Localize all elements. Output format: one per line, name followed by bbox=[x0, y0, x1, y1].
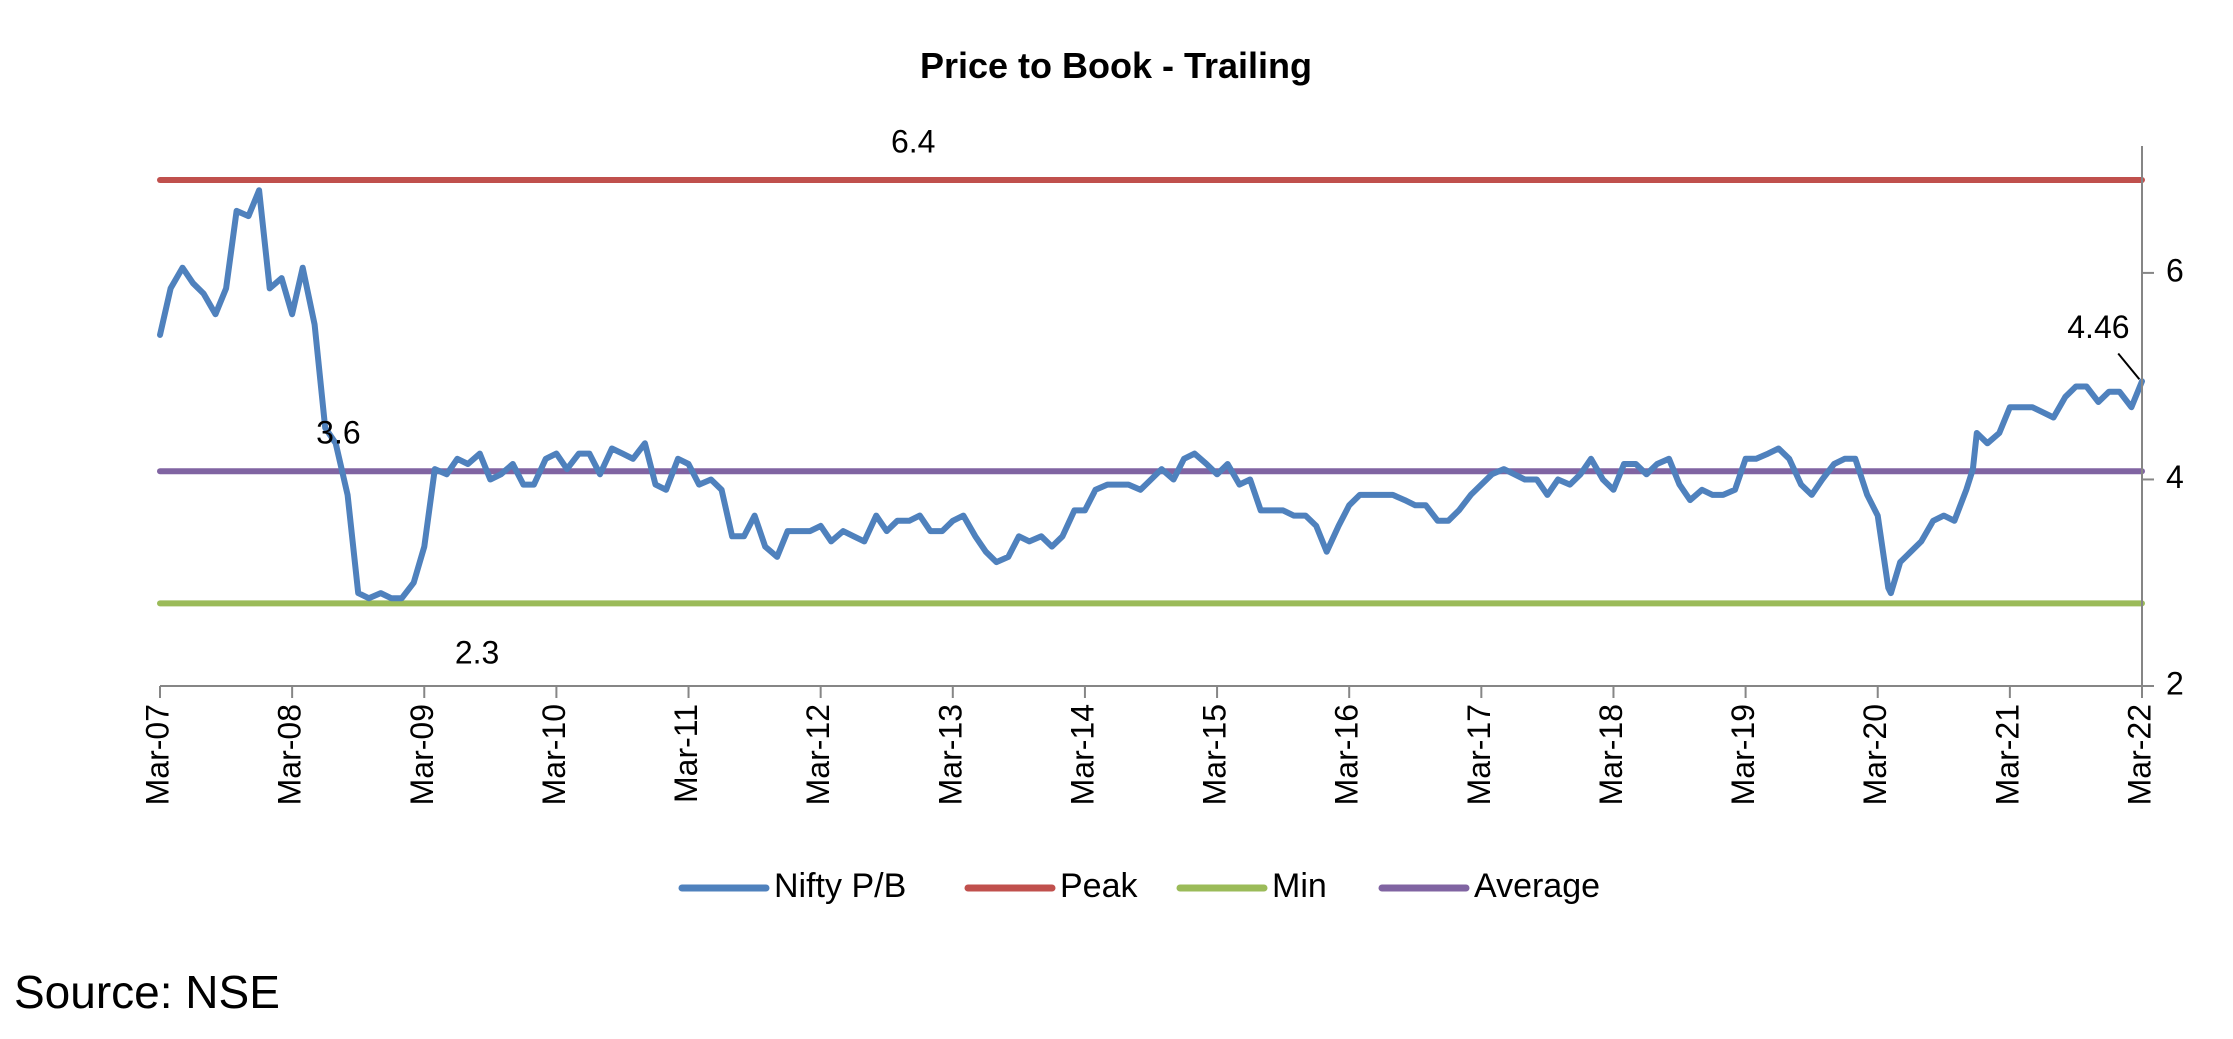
x-tick-label: Mar-22 bbox=[2121, 704, 2157, 805]
x-tick-label: Mar-08 bbox=[272, 704, 308, 805]
lines-layer bbox=[157, 177, 2145, 607]
y-tick-label: 4 bbox=[2166, 459, 2184, 495]
chart-title: Price to Book - Trailing bbox=[920, 45, 1312, 86]
legend: Nifty P/B Peak Min Average bbox=[678, 867, 1600, 905]
source-note: Source: NSE bbox=[14, 966, 280, 1018]
x-tick-label: Mar-16 bbox=[1329, 704, 1365, 805]
x-tick-label: Mar-17 bbox=[1461, 704, 1497, 805]
x-tick-label: Mar-15 bbox=[1197, 704, 1233, 805]
legend-label-min: Min bbox=[1272, 867, 1327, 905]
x-tick-label: Mar-11 bbox=[668, 704, 704, 803]
x-tick-label: Mar-09 bbox=[404, 704, 440, 805]
x-tick-label: Mar-20 bbox=[1857, 704, 1893, 805]
x-tick-label: Mar-19 bbox=[1725, 704, 1761, 805]
y-tick-label: 2 bbox=[2166, 665, 2184, 701]
x-tick-label: Mar-13 bbox=[932, 704, 968, 805]
series-line-nifty-p-b bbox=[157, 187, 2145, 602]
legend-label-average: Average bbox=[1474, 867, 1600, 905]
data-label: 4.46 bbox=[2067, 309, 2129, 345]
annotations-layer: 6.4 3.6 2.3 4.46 bbox=[316, 123, 2141, 670]
legend-label-nifty-p-b: Nifty P/B bbox=[774, 867, 906, 905]
last-value-leader-line bbox=[2117, 352, 2141, 380]
y-tick-label: 6 bbox=[2166, 252, 2184, 288]
x-tick-label: Mar-14 bbox=[1064, 704, 1100, 805]
x-tick-label: Mar-07 bbox=[139, 704, 175, 805]
x-tick-label: Mar-21 bbox=[1989, 704, 2025, 805]
data-label: 2.3 bbox=[455, 634, 499, 670]
axes-layer: Mar-07 Mar-08 Mar-09 Mar-10 Mar-11 Mar-12 Mar-… bbox=[139, 146, 2184, 805]
x-tick-label: Mar-10 bbox=[536, 704, 572, 805]
data-label: 6.4 bbox=[891, 123, 935, 159]
x-tick-label: Mar-12 bbox=[800, 704, 836, 805]
x-tick-label: Mar-18 bbox=[1593, 704, 1629, 805]
legend-label-peak: Peak bbox=[1060, 867, 1138, 905]
data-label: 3.6 bbox=[316, 414, 360, 450]
